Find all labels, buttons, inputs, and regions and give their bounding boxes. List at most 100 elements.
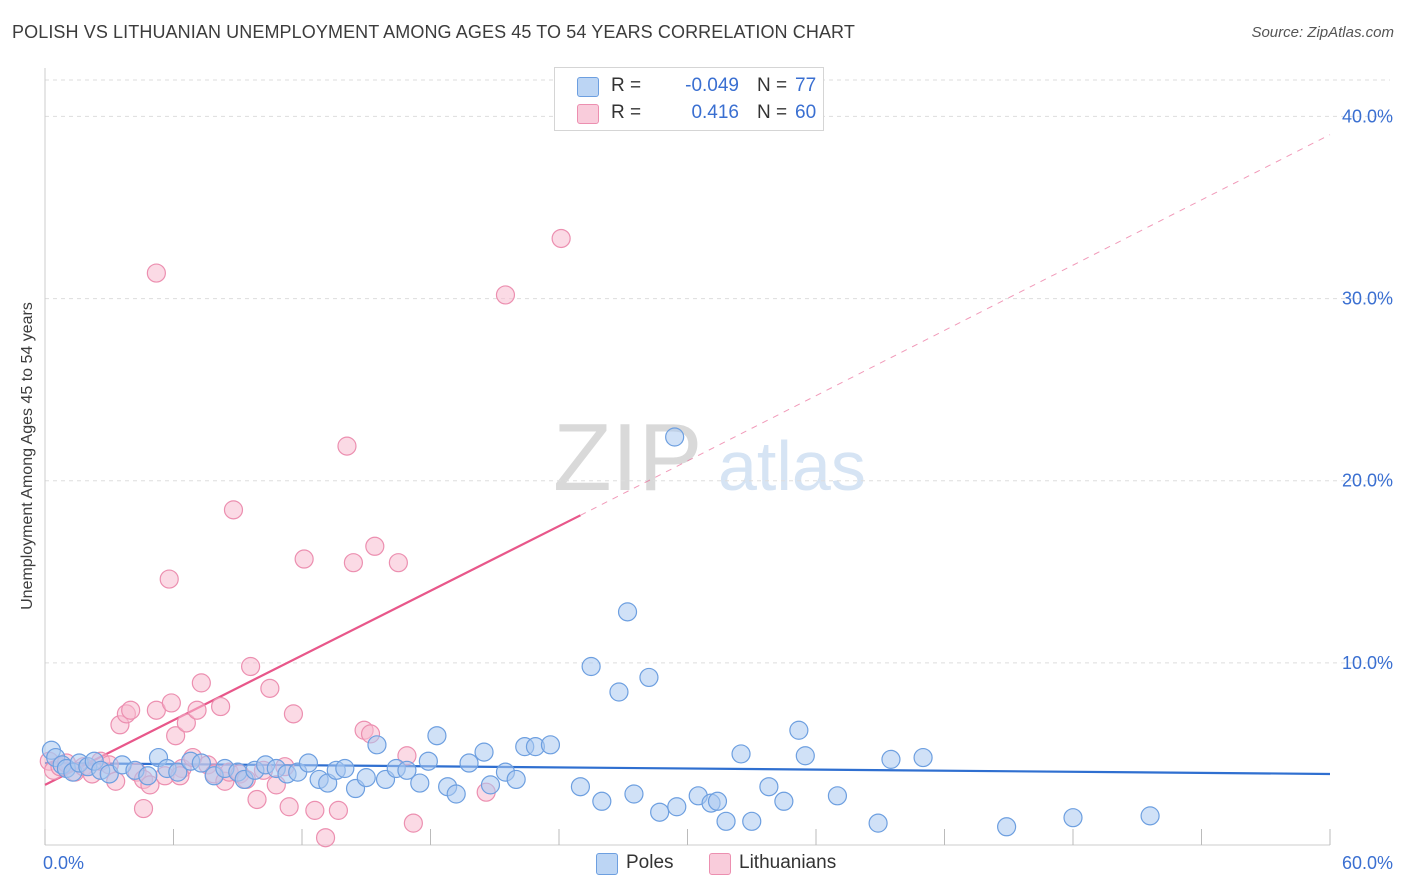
lithuanians-point bbox=[191, 673, 211, 693]
poles-point bbox=[474, 742, 494, 762]
legend-r-label: R = bbox=[611, 75, 642, 96]
bottom-legend-swatch-poles bbox=[596, 853, 618, 875]
poles-point bbox=[881, 749, 901, 769]
poles-point bbox=[665, 427, 685, 447]
lithuanians-trend-line-extension bbox=[580, 134, 1331, 516]
poles-point bbox=[795, 746, 815, 766]
lithuanians-point bbox=[223, 500, 244, 520]
y-tick-label: 30.0% bbox=[1342, 289, 1393, 309]
legend-box: R = -0.049 N = 77 R = 0.416 N = 60 bbox=[554, 67, 824, 131]
poles-point bbox=[789, 720, 809, 740]
lithuanians-trend-line bbox=[44, 514, 581, 786]
watermark: ZIP atlas bbox=[553, 404, 866, 511]
poles-point bbox=[913, 747, 933, 768]
bottom-legend-label-poles: Poles bbox=[626, 852, 674, 873]
poles-point bbox=[592, 791, 612, 811]
lithuanians-point bbox=[388, 553, 408, 573]
poles-point bbox=[609, 682, 629, 702]
poles-point bbox=[418, 751, 438, 771]
x-tick-label-min: 0.0% bbox=[43, 853, 84, 873]
y-tick-label: 20.0% bbox=[1342, 471, 1393, 491]
x-tick-label-max: 60.0% bbox=[1342, 853, 1393, 873]
axes bbox=[44, 68, 1331, 846]
poles-point bbox=[1140, 806, 1160, 826]
poles-point bbox=[827, 786, 848, 806]
poles-point bbox=[731, 744, 751, 764]
lithuanians-point bbox=[166, 726, 186, 746]
legend-r-value-poles: -0.049 bbox=[685, 75, 739, 96]
poles-point bbox=[774, 791, 794, 811]
poles-point bbox=[298, 753, 319, 773]
lithuanians-point bbox=[260, 678, 280, 698]
poles-point bbox=[742, 811, 762, 831]
legend-n-value-poles: 77 bbox=[795, 75, 817, 96]
legend-swatch-poles bbox=[577, 77, 599, 97]
poles-point bbox=[759, 777, 779, 797]
lithuanians-point bbox=[365, 536, 385, 556]
lithuanians-point bbox=[159, 569, 179, 589]
poles-point bbox=[540, 735, 561, 755]
bottom-legend-label-lithuanians: Lithuanians bbox=[739, 852, 837, 873]
scatter-points bbox=[39, 228, 1160, 848]
lithuanians-point bbox=[551, 228, 571, 249]
lithuanians-point bbox=[187, 700, 207, 720]
poles-point bbox=[617, 602, 638, 622]
lithuanians-point bbox=[294, 549, 314, 569]
legend-r-value-lithuanians: 0.416 bbox=[691, 102, 739, 123]
lithuanians-point bbox=[283, 704, 304, 724]
poles-point bbox=[650, 802, 670, 822]
poles-point bbox=[639, 667, 659, 688]
lithuanians-point bbox=[211, 696, 231, 717]
lithuanians-point bbox=[176, 713, 196, 733]
poles-point bbox=[997, 817, 1017, 837]
poles-point bbox=[335, 758, 355, 779]
lithuanians-point bbox=[343, 553, 363, 573]
poles-point bbox=[707, 791, 728, 811]
bottom-legend-swatch-lithuanians bbox=[709, 853, 731, 875]
lithuanians-point bbox=[315, 828, 336, 848]
watermark-atlas: atlas bbox=[718, 427, 866, 505]
y-tick-label: 40.0% bbox=[1342, 106, 1393, 126]
poles-point bbox=[868, 813, 888, 833]
poles-point bbox=[410, 773, 430, 793]
lithuanians-point bbox=[495, 285, 516, 305]
poles-point bbox=[667, 797, 687, 817]
y-tick-label: 10.0% bbox=[1342, 653, 1393, 673]
lithuanians-point bbox=[133, 798, 154, 819]
lithuanians-point bbox=[328, 800, 349, 820]
tick-labels: 10.0% 20.0% 30.0% 40.0% 0.0% 60.0% bbox=[43, 106, 1393, 873]
lithuanians-point bbox=[337, 436, 357, 456]
source-label: Source: ZipAtlas.com bbox=[1251, 24, 1394, 41]
poles-point bbox=[459, 753, 479, 773]
poles-point bbox=[138, 766, 158, 786]
poles-point bbox=[480, 775, 501, 795]
legend-swatch-lithuanians bbox=[577, 104, 599, 124]
lithuanians-point bbox=[279, 797, 299, 817]
lithuanians-point bbox=[305, 800, 325, 820]
legend-n-label: N = bbox=[757, 102, 788, 123]
poles-point bbox=[446, 784, 466, 804]
legend-r-label: R = bbox=[611, 102, 642, 123]
poles-point bbox=[506, 769, 526, 790]
legend-n-value-lithuanians: 60 bbox=[795, 102, 817, 123]
lithuanians-point bbox=[403, 813, 423, 833]
poles-point bbox=[356, 768, 376, 788]
poles-point bbox=[168, 762, 188, 782]
poles-point bbox=[427, 726, 447, 746]
lithuanians-point bbox=[146, 263, 166, 283]
poles-point bbox=[367, 735, 387, 755]
chart-title: POLISH VS LITHUANIAN UNEMPLOYMENT AMONG … bbox=[12, 22, 855, 42]
poles-point bbox=[397, 760, 417, 780]
lithuanians-point bbox=[247, 789, 267, 810]
poles-point bbox=[570, 777, 591, 797]
lithuanians-point bbox=[121, 700, 141, 720]
poles-point bbox=[1063, 808, 1083, 828]
legend-n-label: N = bbox=[757, 75, 788, 96]
watermark-zip: ZIP bbox=[553, 404, 702, 511]
lithuanians-point bbox=[161, 693, 181, 713]
lithuanians-point bbox=[241, 656, 261, 677]
poles-point bbox=[581, 656, 601, 677]
poles-point bbox=[716, 811, 736, 831]
poles-point bbox=[191, 753, 211, 773]
